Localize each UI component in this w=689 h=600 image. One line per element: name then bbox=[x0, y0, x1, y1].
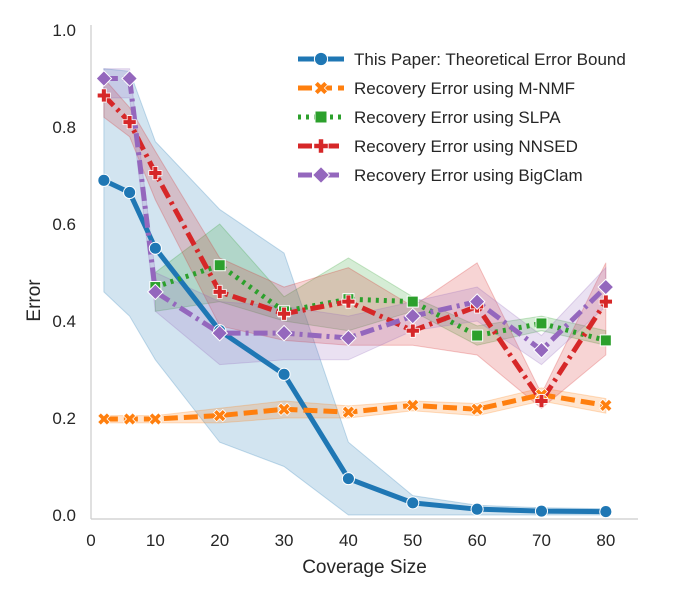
point-series-4 bbox=[148, 166, 163, 181]
point-series-3 bbox=[471, 329, 484, 342]
point-series-1 bbox=[123, 185, 137, 200]
legend-label: Recovery Error using NNSED bbox=[354, 137, 578, 156]
point-series-2 bbox=[341, 405, 356, 419]
point-series-2 bbox=[406, 398, 420, 413]
point-series-3 bbox=[213, 259, 226, 272]
point-series-1 bbox=[341, 472, 355, 486]
point-series-2 bbox=[122, 412, 137, 426]
y-tick-label: 0.6 bbox=[52, 215, 76, 234]
legend-item: Recovery Error using M-NMF bbox=[298, 79, 575, 98]
legend-marker bbox=[313, 138, 329, 154]
x-tick-label: 10 bbox=[146, 531, 165, 550]
legend: This Paper: Theoretical Error Bound Recov… bbox=[298, 50, 626, 185]
point-series-2 bbox=[97, 412, 111, 426]
point-series-1 bbox=[406, 496, 420, 510]
point-series-2 bbox=[599, 398, 613, 413]
point-series-4 bbox=[534, 394, 549, 409]
x-tick-label: 20 bbox=[210, 531, 229, 550]
point-series-1 bbox=[470, 502, 484, 516]
point-series-5 bbox=[95, 70, 113, 87]
legend-item: Recovery Error using SLPA bbox=[298, 108, 561, 127]
line-series-4 bbox=[102, 93, 608, 404]
y-tick-label: 1.0 bbox=[52, 21, 76, 40]
line-series-2 bbox=[103, 392, 607, 422]
point-series-4 bbox=[96, 88, 111, 103]
legend-item: This Paper: Theoretical Error Bound bbox=[298, 50, 626, 69]
y-axis-title: Error bbox=[24, 279, 45, 322]
confidence-bands bbox=[103, 68, 607, 516]
legend-label: This Paper: Theoretical Error Bound bbox=[354, 50, 626, 69]
x-tick-label: 80 bbox=[596, 531, 615, 550]
legend-label: Recovery Error using M-NMF bbox=[354, 79, 575, 98]
legend-marker bbox=[313, 80, 329, 96]
point-series-3 bbox=[535, 317, 548, 330]
point-series-1 bbox=[534, 504, 549, 518]
legend-item: Recovery Error using BigClam bbox=[298, 165, 583, 185]
point-series-3 bbox=[599, 334, 612, 347]
legend-item: Recovery Error using NNSED bbox=[298, 137, 578, 156]
point-series-2 bbox=[277, 402, 291, 416]
x-tick-label: 70 bbox=[532, 531, 551, 550]
point-series-4 bbox=[598, 294, 613, 309]
line-series-3 bbox=[154, 262, 607, 343]
x-tick-label: 60 bbox=[468, 531, 487, 550]
point-series-2 bbox=[212, 408, 227, 423]
x-tick-label: 50 bbox=[403, 531, 422, 550]
legend-label: Recovery Error using SLPA bbox=[354, 108, 561, 127]
point-series-1 bbox=[599, 505, 613, 519]
y-tick-label: 0.2 bbox=[52, 409, 76, 428]
point-series-3 bbox=[406, 295, 419, 308]
point-series-5 bbox=[533, 341, 550, 359]
x-tick-label: 0 bbox=[86, 531, 95, 550]
point-series-5 bbox=[468, 293, 486, 311]
legend-marker bbox=[314, 110, 328, 124]
legend-label: Recovery Error using BigClam bbox=[354, 166, 583, 185]
point-series-2 bbox=[148, 412, 163, 426]
point-series-5 bbox=[597, 278, 615, 296]
series-lines bbox=[102, 76, 608, 515]
x-axis-title: Coverage Size bbox=[302, 557, 427, 578]
point-series-5 bbox=[275, 324, 293, 342]
x-axis-ticks: 0 10 20 30 40 50 60 70 80 bbox=[86, 531, 615, 550]
line-series-5 bbox=[103, 76, 608, 353]
point-series-5 bbox=[146, 283, 164, 301]
point-series-4 bbox=[212, 284, 227, 299]
y-axis-ticks: 0.0 0.2 0.4 0.6 0.8 1.0 bbox=[52, 21, 76, 525]
point-series-4 bbox=[405, 323, 420, 338]
legend-marker bbox=[311, 165, 331, 185]
point-series-4 bbox=[122, 115, 137, 130]
point-series-5 bbox=[404, 307, 422, 325]
x-tick-label: 40 bbox=[339, 531, 358, 550]
point-series-1 bbox=[97, 173, 111, 187]
legend-marker bbox=[313, 51, 329, 67]
point-series-2 bbox=[470, 402, 484, 416]
series-markers bbox=[95, 70, 615, 519]
point-series-1 bbox=[277, 367, 291, 381]
y-tick-label: 0.8 bbox=[52, 118, 76, 137]
y-tick-label: 0.0 bbox=[52, 506, 76, 525]
point-series-5 bbox=[211, 324, 229, 342]
point-series-4 bbox=[277, 306, 292, 321]
y-tick-label: 0.4 bbox=[52, 312, 76, 331]
point-series-5 bbox=[121, 70, 139, 87]
line-series-1 bbox=[102, 178, 606, 515]
point-series-4 bbox=[341, 294, 356, 309]
point-series-1 bbox=[148, 241, 162, 255]
band-series-4 bbox=[103, 77, 607, 409]
x-tick-label: 30 bbox=[275, 531, 294, 550]
axes bbox=[90, 25, 638, 520]
point-series-5 bbox=[340, 329, 357, 347]
